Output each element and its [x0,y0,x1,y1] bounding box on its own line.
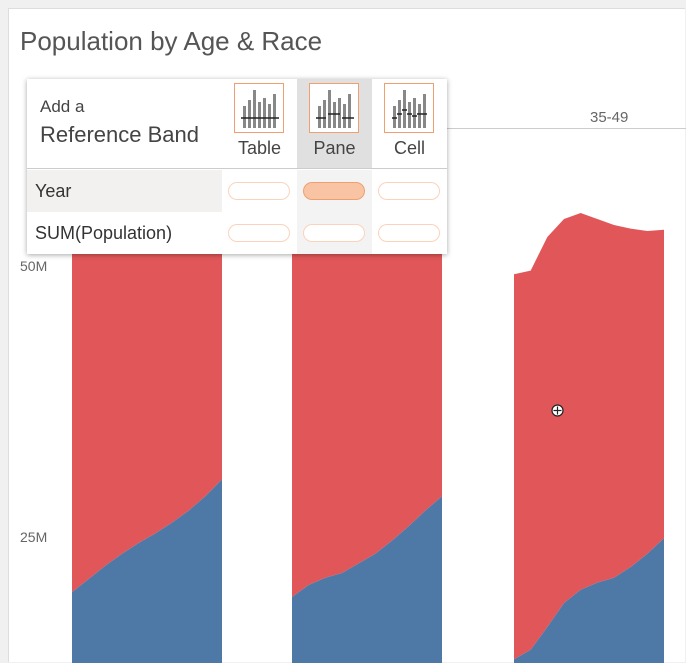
year-table-drop[interactable] [228,182,290,200]
area-red-pane-2[interactable] [292,177,442,597]
year-cell-drop[interactable] [378,182,440,200]
y-tick-25m: 25M [20,529,48,545]
area-blue-pane-1[interactable] [72,479,222,663]
sum-table-drop[interactable] [228,224,290,242]
header-divider [440,128,686,129]
area-red-pane-1[interactable] [72,177,222,593]
row-label: SUM(Population) [35,223,173,243]
scope-cell[interactable]: Cell [372,79,447,168]
scope-label: Pane [313,138,356,158]
row-label: Year [27,170,222,212]
page-title: Population by Age & Race [20,26,323,56]
divider [27,168,447,169]
sum-pane-drop[interactable] [303,224,365,242]
area-red-pane-3[interactable] [514,213,664,660]
scope-pane[interactable]: Pane [297,79,372,168]
area-blue-pane-3[interactable] [514,538,664,663]
y-tick-50m: 50M [20,258,48,274]
scope-label: Cell [393,138,425,158]
move-cursor-icon [551,404,564,417]
pane-scope-icon [309,83,359,133]
area-blue-pane-2[interactable] [292,496,442,663]
table-scope-icon [234,83,284,133]
column-header: 35-49 [590,109,629,126]
popup-label-reference-band: Reference Band [40,122,199,147]
popup-label-add: Add a [40,97,85,116]
sum-cell-drop[interactable] [378,224,440,242]
scope-label: Table [237,138,282,158]
row-sum-population: SUM(Population) [27,212,447,254]
scope-table[interactable]: Table [222,79,297,168]
year-pane-drop[interactable] [303,182,365,200]
reference-band-popup: Add a Reference Band Table Pane Cell Yea… [27,79,447,254]
row-year: Year [27,170,447,254]
cell-scope-icon [384,83,434,133]
